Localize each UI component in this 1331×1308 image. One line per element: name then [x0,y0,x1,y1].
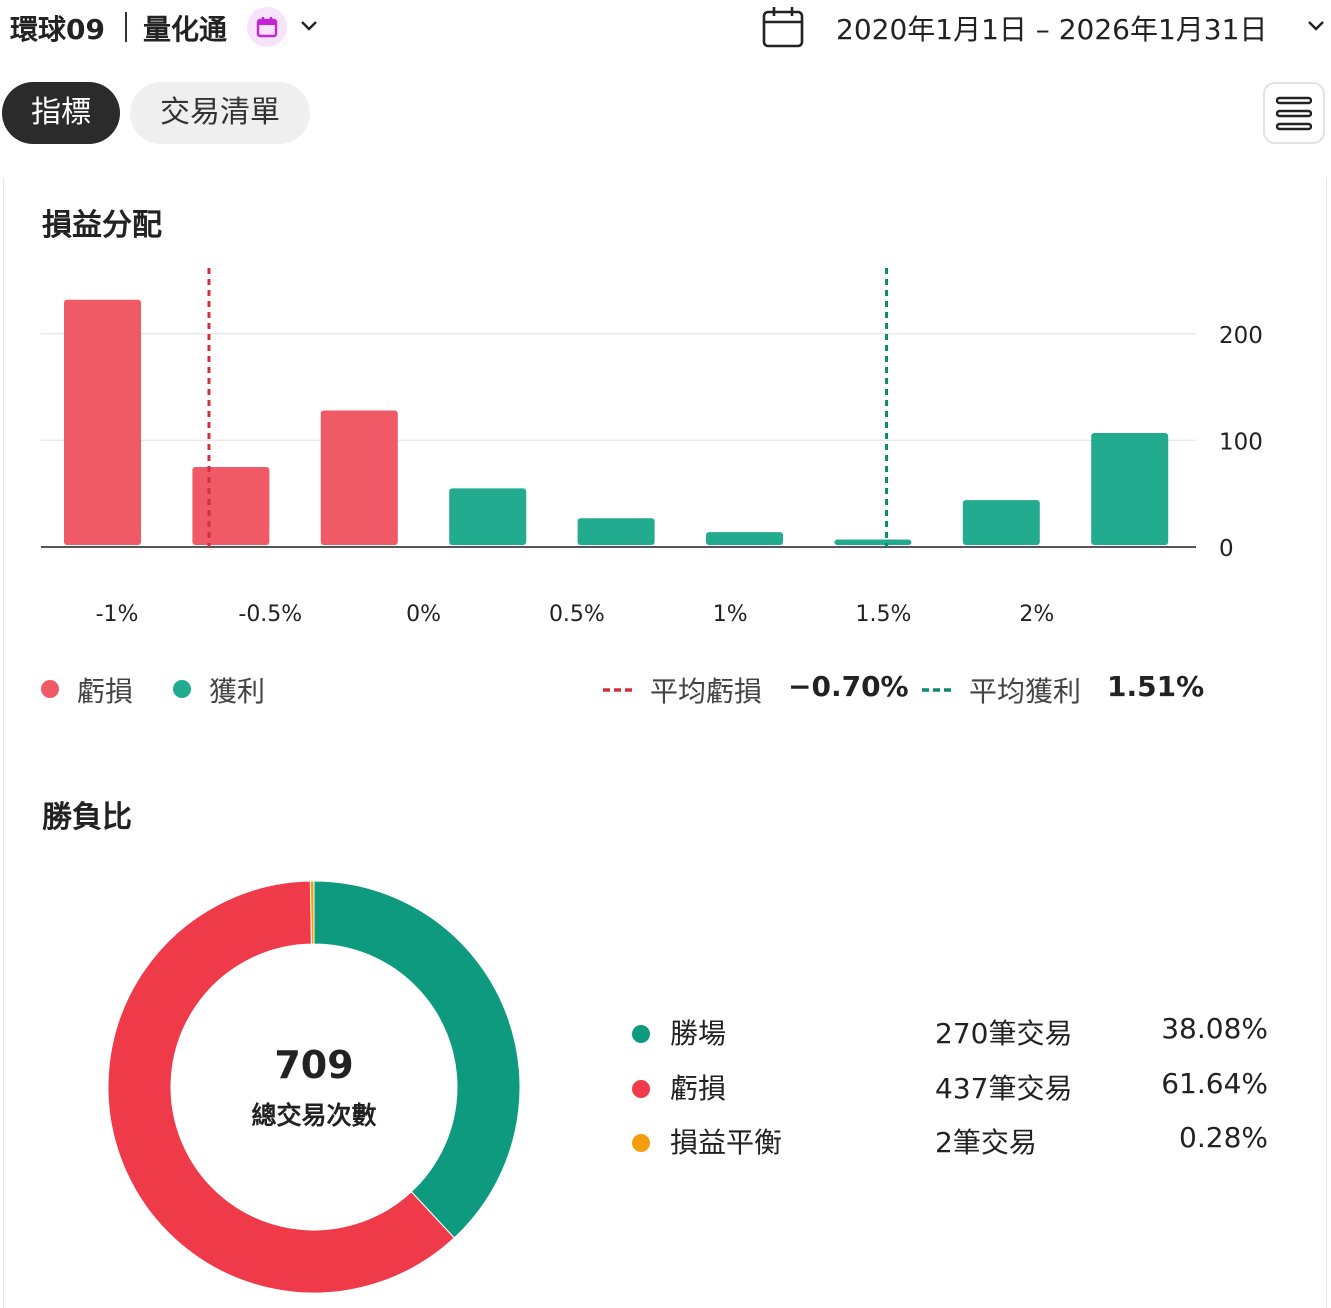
menu-icon [1276,96,1312,131]
product-name[interactable]: 量化通 [143,13,228,46]
avg-profit-label: 平均獲利 [969,675,1082,708]
y-tick-label: 100 [1219,429,1263,455]
x-tick-label: 0% [406,602,441,627]
histogram-bar[interactable] [577,518,655,545]
win-pct: 38.08% [1161,1012,1268,1045]
breakeven-pct: 0.28% [1179,1121,1268,1154]
avg-loss-label: 平均虧損 [650,675,763,708]
win-row: 勝場 270筆交易 38.08% [630,1012,1280,1052]
x-tick-label: 2% [1019,602,1054,627]
win-loss-title: 勝負比 [42,800,132,835]
loss-count: 437筆交易 [935,1072,1073,1105]
win-label: 勝場 [670,1017,727,1050]
y-tick-label: 200 [1219,323,1263,349]
profit-legend-dot [173,680,191,698]
total-trades-label: 總交易次數 [251,1101,377,1130]
histogram-bar[interactable] [834,539,912,545]
win-loss-donut [107,880,521,1294]
x-tick-label: 1.5% [856,602,912,627]
header-divider [125,12,127,42]
tab-trade-list[interactable]: 交易清單 [130,82,310,144]
loss-row: 虧損 437筆交易 61.64% [630,1067,1280,1107]
chevron-down-icon[interactable] [1305,14,1327,36]
x-tick-label: -0.5% [238,602,302,627]
win-dot [632,1025,650,1043]
x-tick-label: -1% [96,602,139,627]
x-tick-label: 1% [713,602,748,627]
date-range[interactable]: 2020年1月1日 – 2026年1月31日 [836,13,1268,46]
pnl-distribution-title: 損益分配 [42,208,162,243]
total-trades-value: 709 [274,1043,354,1087]
histogram-bar[interactable] [962,500,1040,545]
menu-button[interactable] [1263,82,1325,144]
breakeven-label: 損益平衡 [670,1126,783,1159]
breakeven-row: 損益平衡 2筆交易 0.28% [630,1121,1280,1161]
account-name[interactable]: 環球09 [10,13,105,46]
win-slice[interactable] [313,880,521,1239]
loss-dot [632,1080,650,1098]
y-tick-label: 0 [1219,536,1234,562]
calendar-badge-icon[interactable] [247,7,287,47]
calendar-icon[interactable] [760,4,806,50]
metrics-card [3,178,1327,1308]
histogram-bar[interactable] [1091,432,1169,545]
histogram-bar[interactable] [64,299,141,545]
breakeven-dot [632,1134,650,1152]
win-count: 270筆交易 [935,1017,1073,1050]
loss-label: 虧損 [670,1072,727,1105]
avg-profit-dash-swatch [922,688,952,692]
breakeven-count: 2筆交易 [935,1126,1037,1159]
pnl-histogram: 0 100 200 -1% -0.5% 0% 0.5% 1% 1.5% 2% [41,268,1263,627]
avg-loss-dash-swatch [603,688,633,692]
histogram-bar[interactable] [320,410,398,545]
breakeven-slice[interactable] [309,880,315,945]
histogram-bar[interactable] [706,532,783,545]
profit-legend-label: 獲利 [209,675,266,708]
top-bar: 環球09 量化通 2020年1月1日 – 2026年1月31日 [0,0,1331,60]
avg-loss-value: −0.70% [788,670,909,703]
x-tick-label: 0.5% [549,602,605,627]
histogram-bar[interactable] [449,488,527,545]
avg-profit-value: 1.51% [1107,670,1205,703]
loss-legend-dot [41,680,59,698]
loss-slice[interactable] [107,880,455,1294]
chevron-down-icon[interactable] [298,14,320,36]
histogram-bar[interactable] [192,467,270,545]
loss-pct: 61.64% [1161,1067,1268,1100]
tab-metrics[interactable]: 指標 [2,82,120,144]
loss-legend-label: 虧損 [77,675,134,708]
